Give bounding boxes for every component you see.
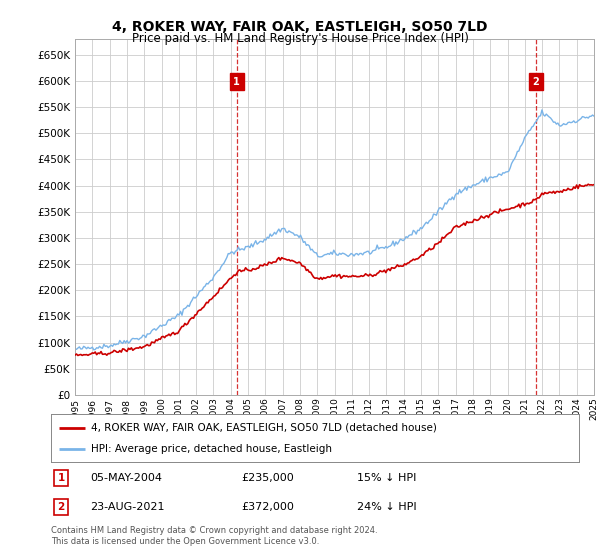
Text: 2: 2 — [533, 77, 539, 87]
Text: Contains HM Land Registry data © Crown copyright and database right 2024.
This d: Contains HM Land Registry data © Crown c… — [51, 526, 377, 546]
Text: £235,000: £235,000 — [241, 473, 294, 483]
Text: 23-AUG-2021: 23-AUG-2021 — [91, 502, 165, 512]
Text: 1: 1 — [233, 77, 240, 87]
Text: £372,000: £372,000 — [241, 502, 294, 512]
Text: 4, ROKER WAY, FAIR OAK, EASTLEIGH, SO50 7LD: 4, ROKER WAY, FAIR OAK, EASTLEIGH, SO50 … — [112, 20, 488, 34]
Text: HPI: Average price, detached house, Eastleigh: HPI: Average price, detached house, East… — [91, 444, 332, 454]
Text: 05-MAY-2004: 05-MAY-2004 — [91, 473, 163, 483]
Text: 2: 2 — [58, 502, 65, 512]
Text: 1: 1 — [58, 473, 65, 483]
Text: 24% ↓ HPI: 24% ↓ HPI — [357, 502, 417, 512]
Text: Price paid vs. HM Land Registry's House Price Index (HPI): Price paid vs. HM Land Registry's House … — [131, 32, 469, 45]
Text: 15% ↓ HPI: 15% ↓ HPI — [357, 473, 416, 483]
Text: 4, ROKER WAY, FAIR OAK, EASTLEIGH, SO50 7LD (detached house): 4, ROKER WAY, FAIR OAK, EASTLEIGH, SO50 … — [91, 423, 436, 433]
